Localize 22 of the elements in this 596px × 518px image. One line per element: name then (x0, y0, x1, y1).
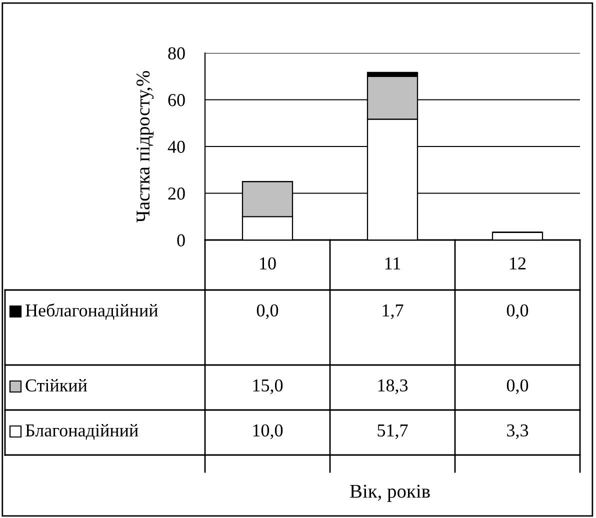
x-tick-label: 12 (510, 257, 526, 270)
data-label: 51,7 (378, 424, 408, 440)
y-axis-title: Частка підросту,% (136, 70, 154, 222)
data-label: 10,0 (253, 424, 283, 440)
y-tick-label: 20 (168, 188, 185, 200)
y-tick-label: 40 (168, 140, 185, 153)
text: Вік, років (350, 484, 430, 502)
y-tick-label: 80 (168, 47, 185, 60)
data-label: 0,0 (506, 304, 528, 320)
data-label: 0,0 (256, 304, 278, 320)
x-tick-label: 10 (260, 257, 276, 270)
legend-label: Стійкий (26, 378, 88, 392)
x-tick-label: 11 (385, 257, 400, 270)
data-label: 1,7 (382, 304, 404, 320)
legend-label: Благонадійний (26, 424, 138, 440)
data-label: 0,0 (506, 379, 528, 394)
data-label: 3,3 (507, 424, 528, 440)
data-label: 15,0 (253, 379, 283, 394)
legend-label: Неблагонадійний (26, 303, 158, 320)
y-tick-label: 60 (168, 94, 185, 106)
data-label: 18,3 (378, 379, 408, 394)
y-tick-label: 0 (177, 234, 185, 246)
